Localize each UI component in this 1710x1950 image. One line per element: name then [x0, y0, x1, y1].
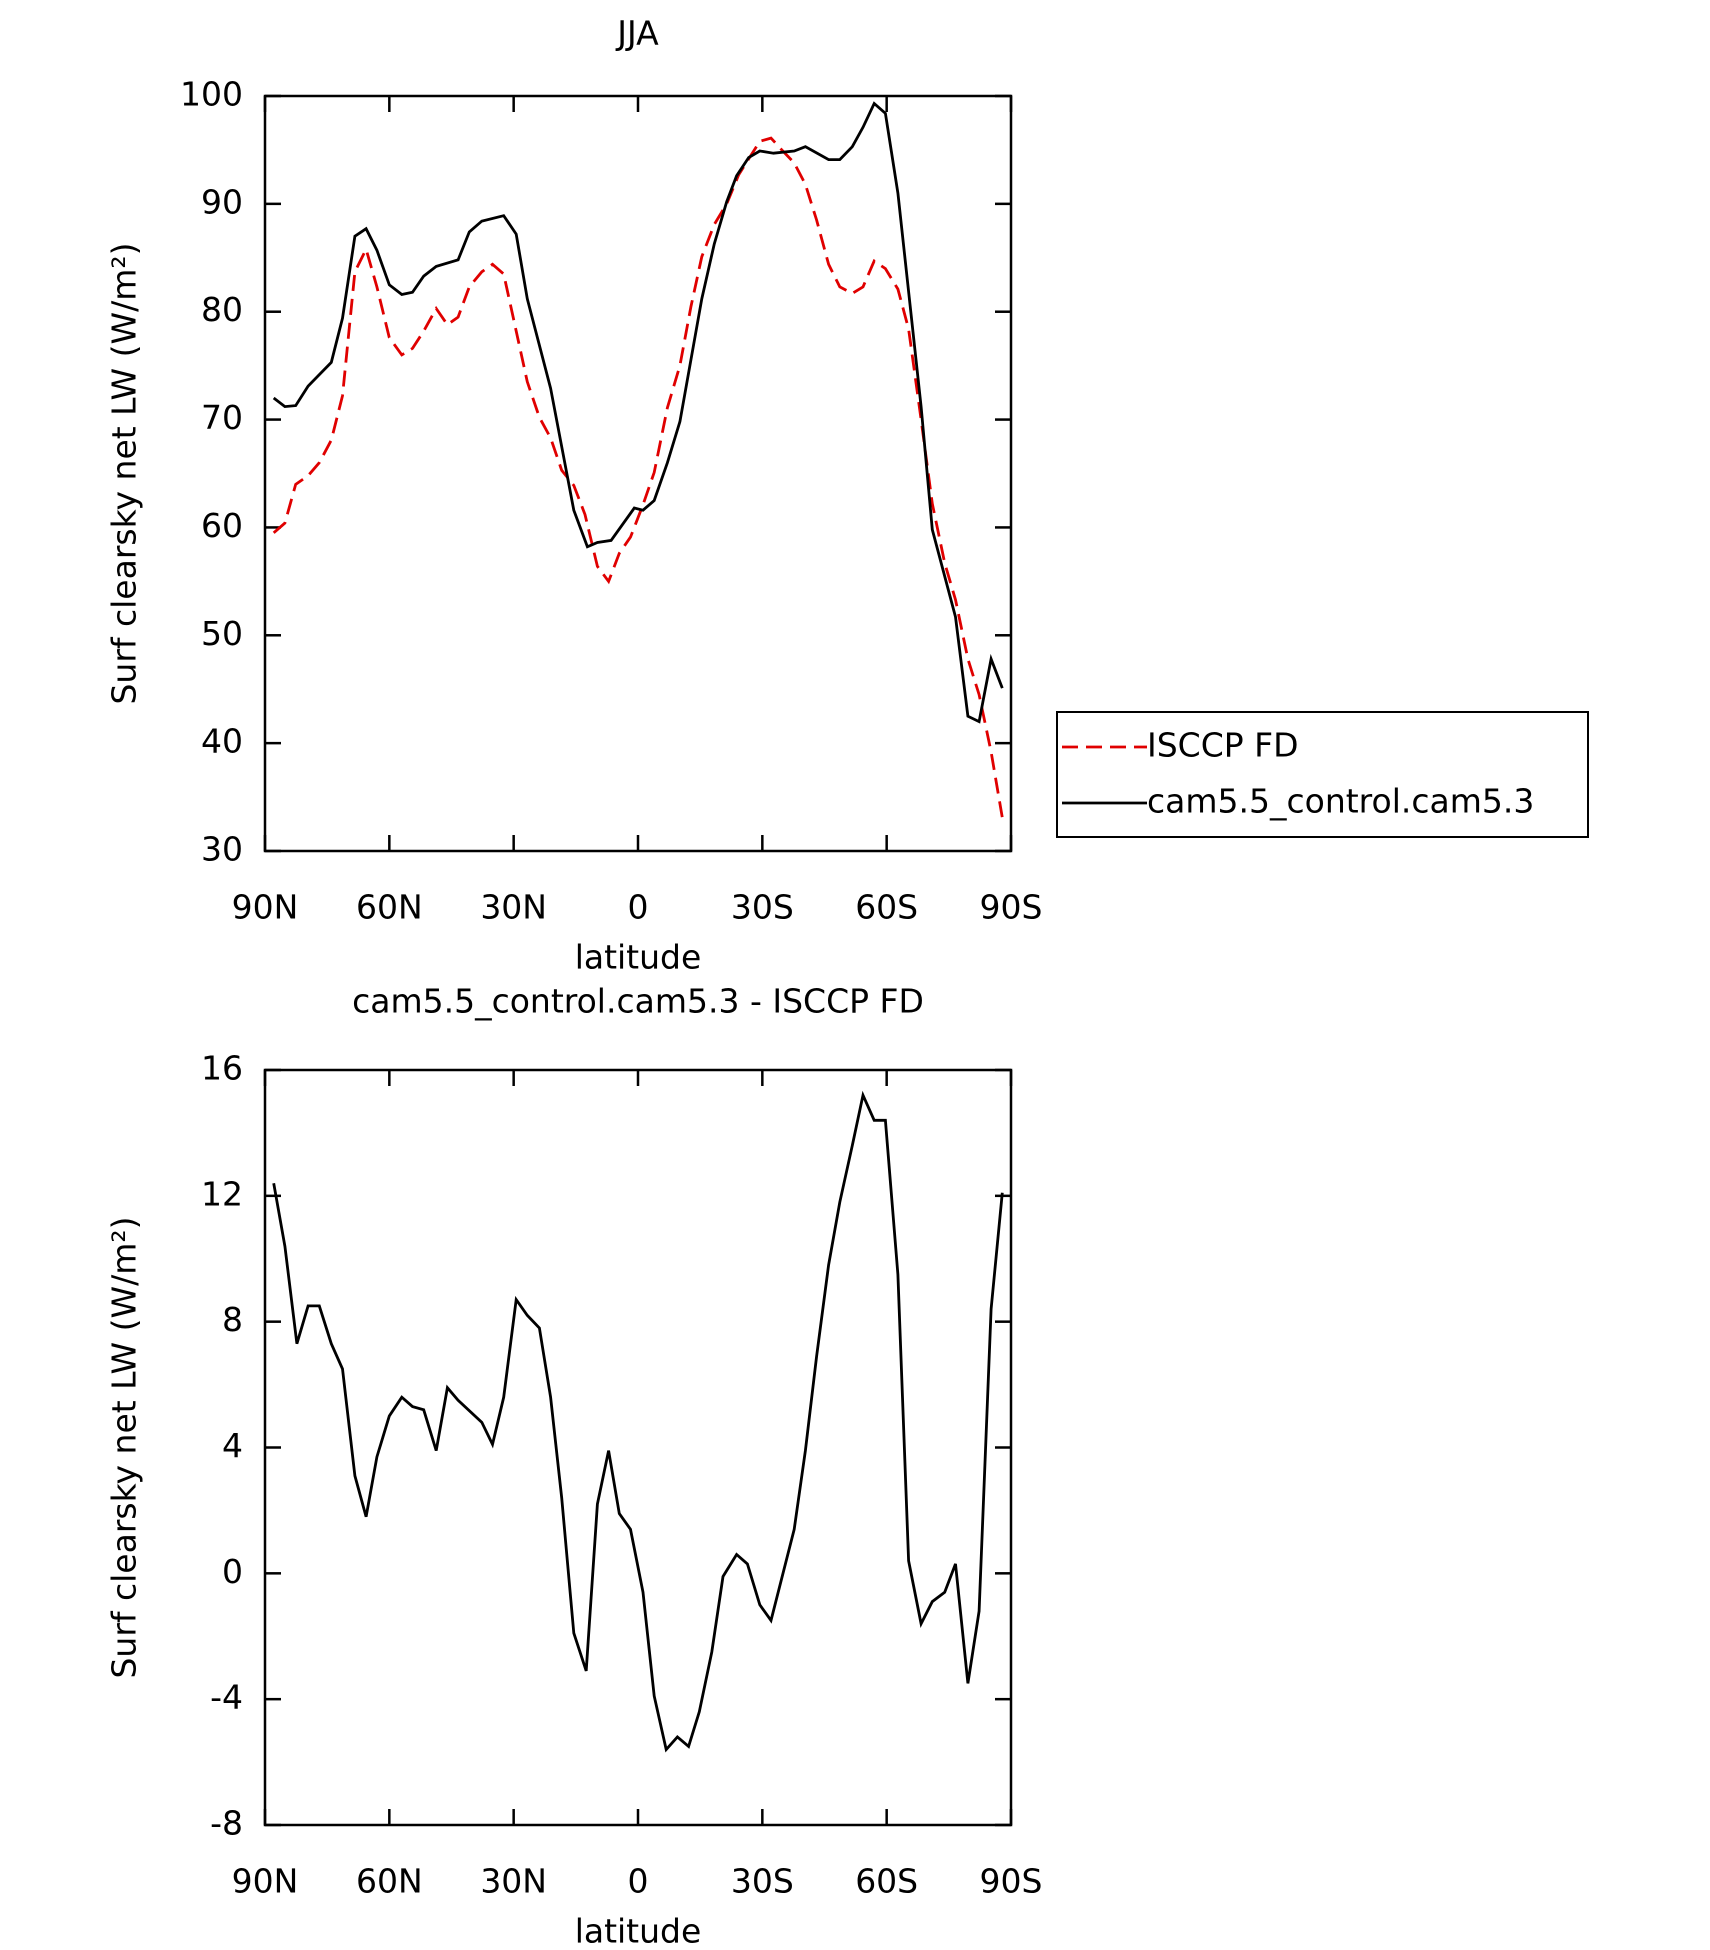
y-tick-label: 4 — [222, 1426, 243, 1465]
x-tick-label: 90S — [980, 888, 1043, 927]
legend-label: ISCCP FD — [1147, 726, 1299, 765]
y-tick-label: 80 — [201, 290, 243, 329]
y-tick-label: 12 — [201, 1174, 243, 1213]
x-tick-label: 30S — [731, 1862, 794, 1901]
y-axis-label: Surf clearsky net LW (W/m²) — [105, 242, 144, 704]
y-tick-label: -4 — [210, 1678, 243, 1717]
x-tick-label: 60S — [855, 888, 918, 927]
x-tick-label: 90N — [232, 1862, 299, 1901]
chart-title: cam5.5_control.cam5.3 - ISCCP FD — [352, 982, 924, 1021]
x-tick-label: 30S — [731, 888, 794, 927]
y-tick-label: 70 — [201, 398, 243, 437]
legend-label: cam5.5_control.cam5.3 — [1147, 782, 1534, 821]
x-tick-label: 30N — [480, 888, 547, 927]
x-tick-label: 30N — [480, 1862, 547, 1901]
data-line — [272, 1090, 1004, 1753]
y-tick-label: 40 — [201, 722, 243, 761]
y-tick-label: 30 — [201, 830, 243, 869]
x-tick-label: 60S — [855, 1862, 918, 1901]
y-tick-label: 50 — [201, 614, 243, 653]
x-tick-label: 90N — [232, 888, 299, 927]
x-tick-label: 0 — [628, 1862, 649, 1901]
x-tick-label: 60N — [356, 1862, 423, 1901]
y-tick-label: 8 — [222, 1300, 243, 1339]
chart-title: JJA — [615, 14, 659, 53]
legend-box — [1056, 711, 1589, 838]
x-tick-label: 0 — [628, 888, 649, 927]
y-tick-label: 16 — [201, 1049, 243, 1088]
x-axis-label: latitude — [575, 938, 702, 977]
y-tick-label: 100 — [180, 75, 243, 114]
y-tick-label: 60 — [201, 506, 243, 545]
plot-frame — [263, 1068, 1013, 1827]
x-tick-label: 90S — [980, 1862, 1043, 1901]
y-axis-label: Surf clearsky net LW (W/m²) — [105, 1216, 144, 1678]
y-tick-label: 0 — [222, 1552, 243, 1591]
x-tick-label: 60N — [356, 888, 423, 927]
x-axis-label: latitude — [575, 1912, 702, 1950]
y-tick-label: 90 — [201, 182, 243, 221]
data-line — [272, 101, 1004, 724]
data-line — [272, 136, 1004, 818]
y-tick-label: -8 — [210, 1804, 243, 1843]
